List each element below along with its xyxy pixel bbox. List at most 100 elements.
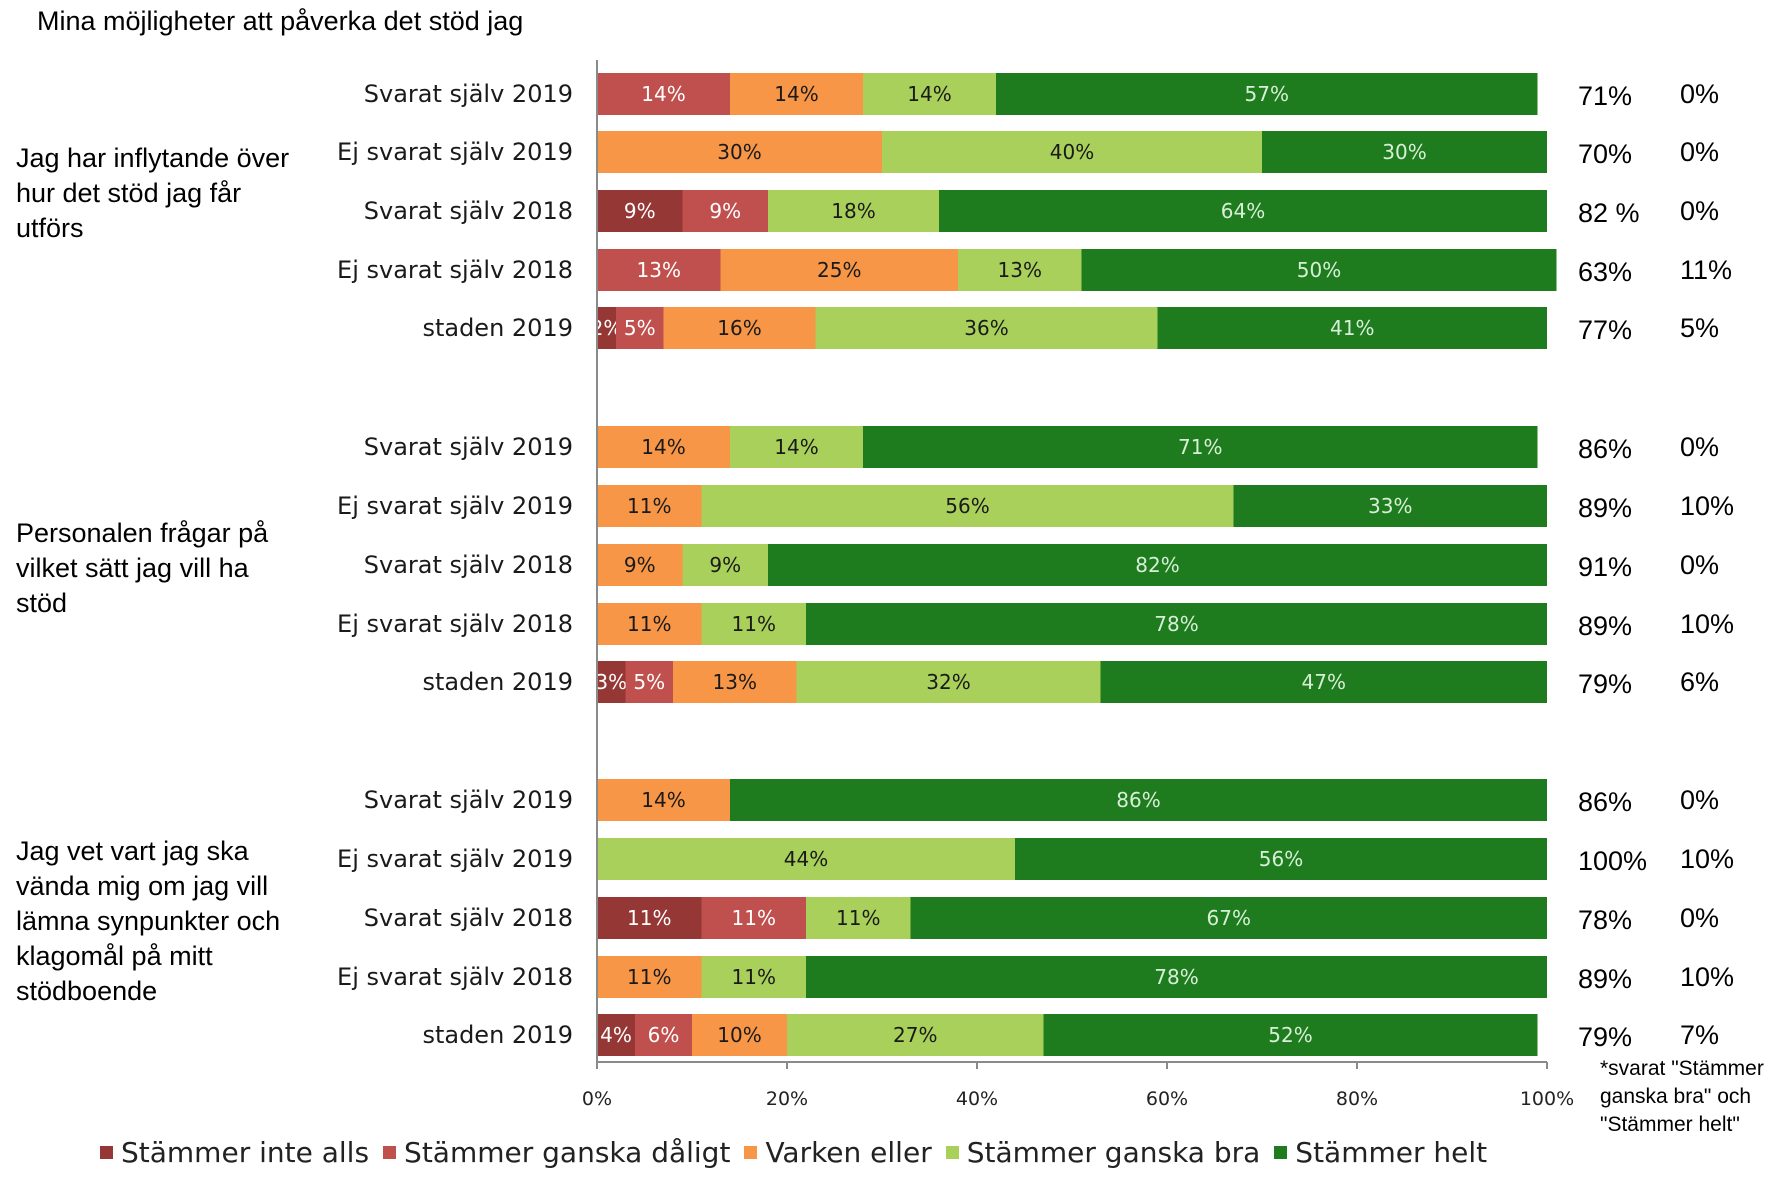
data-label: 57% [1245,82,1289,106]
bar-segment [1233,485,1547,527]
data-label: 9% [709,199,741,223]
data-label: 78% [1154,612,1198,636]
category-label: Svarat själv 2019 [364,786,573,814]
secondary-value: 6% [1680,667,1719,697]
data-label: 16% [717,316,761,340]
bar-segment [730,73,863,115]
legend-swatch [945,1146,959,1159]
category-label: Ej svarat själv 2019 [337,845,573,873]
category-label: staden 2019 [422,1021,573,1049]
bar-segment [863,73,996,115]
agree-share-value: 91% [1578,552,1632,582]
bar-segment [1157,307,1547,349]
data-label: 67% [1207,906,1251,930]
data-label: 9% [624,553,656,577]
data-label: 11% [627,612,671,636]
legend-label: Stämmer helt [1295,1136,1488,1169]
bar-segment [597,838,1015,880]
x-tick-label: 40% [956,1088,998,1110]
bar-segment [597,544,683,586]
data-label: 40% [1050,140,1094,164]
data-label: 56% [1259,847,1303,871]
bar-segment [701,956,806,998]
agree-share-value: 89% [1578,611,1632,641]
category-label: Svarat själv 2018 [364,904,573,932]
data-label: 9% [709,553,741,577]
bar-segment [815,307,1158,349]
category-label: Ej svarat själv 2018 [337,610,573,638]
data-label: 44% [784,847,828,871]
bar-segment [882,131,1262,173]
secondary-value: 7% [1680,1020,1719,1050]
bar-segment [663,307,816,349]
secondary-value: 0% [1680,196,1719,226]
category-label: Ej svarat själv 2018 [337,256,573,284]
legend-item: Stämmer inte alls [100,1136,369,1169]
bar-segment [597,779,730,821]
bar-segment [806,897,911,939]
category-label: Ej svarat själv 2019 [337,138,573,166]
category-label: Svarat själv 2019 [364,433,573,461]
bar-segment [730,426,863,468]
legend-item: Stämmer ganska dåligt [383,1136,730,1169]
bar-segment [730,779,1547,821]
secondary-value: 0% [1680,903,1719,933]
legend-label: Stämmer inte alls [121,1136,370,1169]
bar-segment [597,1014,635,1056]
data-label: 11% [627,906,671,930]
bar-segment [597,73,730,115]
bar-segment [692,1014,787,1056]
bar-segment [616,307,664,349]
bar-segment [1081,249,1557,291]
bar-segment [701,485,1234,527]
x-tick-label: 100% [1520,1088,1574,1110]
bar-segment [701,603,806,645]
category-label: Svarat själv 2018 [364,197,573,225]
data-label: 14% [641,82,685,106]
agree-share-value: 89% [1578,493,1632,523]
bar-segment [1043,1014,1538,1056]
data-label: 78% [1154,965,1198,989]
category-label: Ej svarat själv 2019 [337,492,573,520]
agree-share-value: 70% [1578,139,1632,169]
data-label: 13% [637,258,681,282]
bar-segment [673,661,797,703]
agree-share-value: 79% [1578,669,1632,699]
bar-segment [682,544,768,586]
agree-share-value: 86% [1578,434,1632,464]
bar-segment [682,190,768,232]
bar-segment [939,190,1547,232]
data-label: 33% [1368,494,1412,518]
secondary-value: 0% [1680,137,1719,167]
data-label: 11% [627,494,671,518]
secondary-value: 0% [1680,550,1719,580]
data-label: 14% [774,435,818,459]
category-label: staden 2019 [422,668,573,696]
category-label: Svarat själv 2019 [364,80,573,108]
bar-segment [701,897,806,939]
bar-segment [863,426,1538,468]
data-label: 30% [1382,140,1426,164]
data-label: 14% [907,82,951,106]
legend: Stämmer inte alls Stämmer ganska dåligt … [100,1136,1487,1169]
bar-segment [597,956,702,998]
data-label: 6% [648,1023,680,1047]
data-label: 5% [633,670,665,694]
secondary-value: 10% [1680,844,1734,874]
agree-share-value: 63% [1578,257,1632,287]
agree-share-value: 100% [1578,846,1647,876]
data-label: 71% [1178,435,1222,459]
secondary-value: 0% [1680,785,1719,815]
agree-share-value: 86% [1578,787,1632,817]
bar-segment [597,190,683,232]
data-label: 3% [595,670,627,694]
x-tick-label: 80% [1336,1088,1378,1110]
bar-segment [768,190,939,232]
category-label: Ej svarat själv 2018 [337,963,573,991]
data-label: 11% [732,965,776,989]
data-label: 18% [831,199,875,223]
data-label: 4% [600,1023,632,1047]
data-label: 36% [964,316,1008,340]
data-label: 11% [836,906,880,930]
group-label-1: Jag har inflytande över hur det stöd jag… [16,143,290,243]
